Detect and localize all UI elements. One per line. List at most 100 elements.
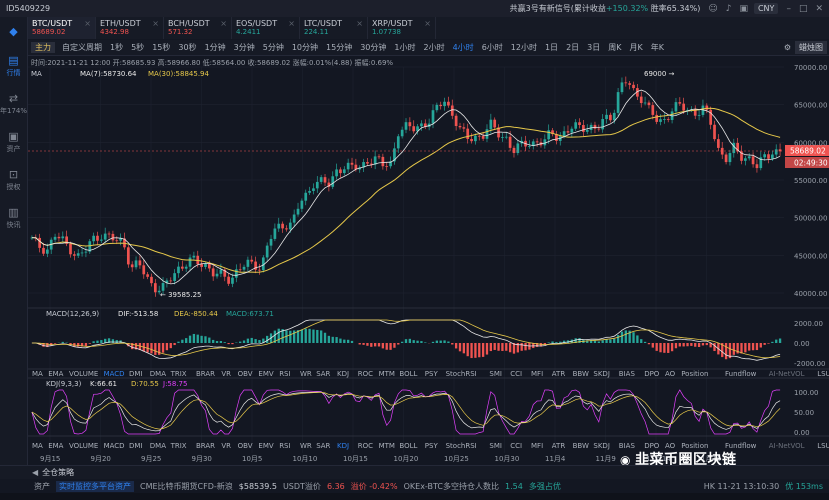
interval-1[interactable]: 5秒 [131,43,145,52]
close-icon[interactable]: × [288,19,295,28]
tab-bch[interactable]: BCH/USDT 571.32 × [164,17,232,39]
indicator-position: Position [681,442,708,450]
candle-body [736,142,740,152]
custom-period-button[interactable]: 自定义周期 [62,43,102,52]
candle-body [84,251,88,253]
okex-value: 1.54 [505,481,523,491]
indicator-boll: BOLL [399,442,417,450]
maximize-icon[interactable]: □ [798,3,808,14]
indicator-bias: BIAS [619,442,636,450]
interval-9[interactable]: 30分钟 [360,43,387,52]
cme-label[interactable]: CME比特币期货CFD-新浪 [140,481,233,491]
sidebar-item-assets[interactable]: ▣ 资产 [0,123,27,161]
candle-body [350,162,354,165]
account-id[interactable]: ID5409229 [6,4,51,13]
candle-body [609,114,612,121]
candle-body [157,290,161,293]
candle-body [481,135,485,139]
close-icon[interactable]: × [84,19,91,28]
candle-body [53,236,57,240]
interval-16[interactable]: 2日 [566,43,580,52]
chart-svg[interactable]: 时间:2021-11-21 12:00 开:58685.93 高:58966.8… [28,56,829,464]
chart-style-select[interactable]: 蜡烛图 [795,41,827,54]
interval-18[interactable]: 周K [608,43,622,52]
strategy-banner[interactable]: 共赢3号有新信号(累计收益+150.32% 胜率65.34%) [510,3,701,14]
close-icon[interactable]: ✕ [815,3,823,14]
candle-body [61,236,65,239]
tab-eth[interactable]: ETH/USDT 4342.98 × [96,17,164,39]
time-tick: 10月15 [343,455,368,463]
watermark-brand: ◉ 韭菜币圈区块链 [620,449,736,469]
sidebar-label: 行情 [6,68,21,77]
interval-7[interactable]: 10分钟 [291,43,319,52]
shirt-icon[interactable]: ▣ [739,3,748,14]
monitor-link[interactable]: 实时监控多平台资产 [56,480,134,492]
indicator-kdj: KDJ [337,442,349,450]
interval-8[interactable]: 15分钟 [326,43,353,52]
interval-12[interactable]: 4小时 [452,43,474,52]
chart-area[interactable]: 时间:2021-11-21 12:00 开:58685.93 高:58966.8… [28,56,829,464]
app-logo[interactable]: ◆ [9,25,18,38]
interval-6[interactable]: 5分钟 [262,43,284,52]
close-icon[interactable]: × [152,19,159,28]
tab-ltc[interactable]: LTC/USDT 224.11 × [300,17,368,39]
main-force-button[interactable]: 主力 [31,42,55,53]
close-icon[interactable]: × [356,19,363,28]
interval-0[interactable]: 1秒 [110,43,124,52]
minimize-icon[interactable]: – [786,3,791,14]
interval-17[interactable]: 3日 [587,43,601,52]
indicator-skdj: SKDJ [593,442,610,450]
user-icon[interactable]: ☺ [708,3,718,14]
candle-body [497,127,500,138]
candle-body [647,102,651,106]
indicator-mtm: MTM [379,442,395,450]
tab-xrp[interactable]: XRP/USDT 1.07738 × [368,17,436,39]
gear-icon[interactable]: ⚙ [783,43,791,52]
indicator-emv: EMV [258,370,273,378]
candle-body [389,161,392,167]
candle-body [57,236,61,239]
close-icon[interactable]: × [424,19,431,28]
currency-select[interactable]: CNY [753,3,779,14]
usdt-label[interactable]: USDT溢价 [282,481,321,491]
tab-name: BTC/USDT [32,19,73,28]
indicator-stochrsi: StochRSI [446,442,477,450]
candle-body [173,273,176,282]
candle-body [223,269,227,277]
dif-label: DIF:-513.58 [118,310,158,318]
candle-body [431,110,435,124]
interval-5[interactable]: 3分钟 [233,43,255,52]
interval-2[interactable]: 15秒 [152,43,171,52]
interval-13[interactable]: 6小时 [481,43,503,52]
interval-14[interactable]: 12小时 [510,43,537,52]
interval-3[interactable]: 30秒 [178,43,197,52]
candle-body [312,188,315,191]
interval-11[interactable]: 2小时 [423,43,445,52]
candle-body [666,119,670,120]
bell-icon[interactable]: ♪ [725,3,732,14]
brand-text: 韭菜币圈区块链 [634,452,737,468]
indicator-fundflow: Fundflow [725,442,757,450]
candle-body [759,157,763,169]
assets-label[interactable]: 资产 [34,481,50,491]
tab-name: ETH/USDT [100,19,141,28]
sidebar-item-trade[interactable]: ⇄ 年174% [0,85,27,123]
sidebar-item-news[interactable]: ▥ 快讯 [0,199,27,237]
tab-btc[interactable]: BTC/USDT 58689.02 × [28,17,96,39]
interval-bar: 主力 自定义周期 1秒 5秒 15秒 30秒 1分钟 3分钟 5分钟 10分钟 15分钟 30分钟… [28,40,829,56]
candle-body [551,130,554,135]
candle-body [296,208,300,215]
sidebar-label: 快讯 [6,220,21,229]
ticker-label[interactable]: 全仓策略 [42,468,75,477]
sidebar-item-market[interactable]: ▤ 行情 [0,47,27,85]
interval-4[interactable]: 1分钟 [204,43,226,52]
interval-20[interactable]: 年K [650,43,664,52]
interval-19[interactable]: 月K [629,43,643,52]
sidebar-item-auth[interactable]: ⊡ 授权 [0,161,27,199]
tab-eos[interactable]: EOS/USDT 4.2411 × [232,17,300,39]
okex-label[interactable]: OKEx-BTC多空持仓人数比 [403,481,500,491]
interval-15[interactable]: 1日 [544,43,559,52]
close-icon[interactable]: × [220,19,227,28]
interval-10[interactable]: 1小时 [394,43,416,52]
candle-body [111,233,115,241]
